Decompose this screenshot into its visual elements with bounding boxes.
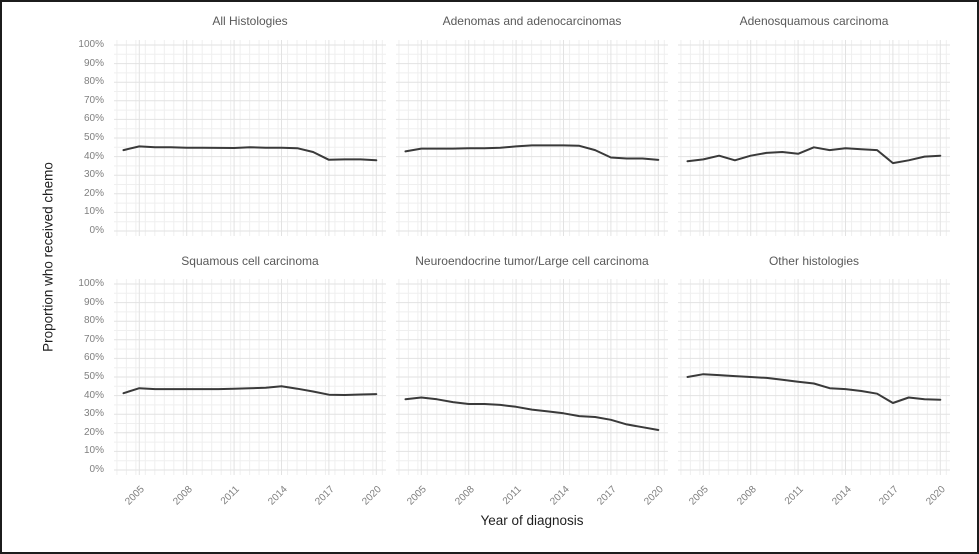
y-tick-label: 100%	[78, 39, 104, 50]
facet-title-all-histologies: All Histologies	[212, 14, 288, 28]
panel-plot-neuroendocrine	[396, 279, 668, 475]
y-tick-label: 70%	[83, 94, 104, 106]
gridlines-major	[396, 40, 668, 236]
gridlines-major	[396, 279, 668, 475]
x-tick-label: 2008	[170, 484, 195, 508]
y-tick-label: 20%	[83, 187, 104, 199]
proportion-trend-line	[686, 373, 942, 404]
x-tick-label: 2011	[782, 484, 806, 507]
x-tick-label: 2017	[313, 484, 337, 508]
gridlines-major	[678, 40, 950, 236]
y-tick-label: 40%	[83, 389, 104, 401]
x-tick-label: 2020	[642, 484, 667, 508]
y-tick-label: 10%	[83, 445, 104, 457]
y-axis-title: Proportion who received chemo	[40, 162, 56, 352]
y-axis-tick-labels-top-row: 0% 10% 20% 30% 40% 50% 60% 70% 80% 90% 100%	[60, 39, 108, 236]
y-tick-label: 70%	[83, 333, 104, 345]
y-tick-label: 90%	[83, 296, 104, 308]
x-tick-label: 2011	[500, 484, 524, 507]
proportion-trend-line	[404, 396, 660, 431]
panel-plot-squamous	[114, 279, 386, 475]
x-tick-label: 2014	[265, 484, 290, 508]
x-tick-label: 2011	[218, 484, 242, 507]
facet-title-other: Other histologies	[768, 254, 860, 268]
y-tick-label: 0%	[89, 464, 104, 475]
y-tick-label: 80%	[83, 76, 104, 88]
x-tick-label: 2017	[595, 484, 619, 508]
x-axis-tick-labels-col2: 2005 2008 2011 2014 2017 2020	[396, 476, 668, 518]
x-tick-label: 2020	[924, 484, 949, 508]
gridlines-major	[678, 279, 950, 475]
facet-title-adenomas: Adenomas and adenocarcinomas	[442, 14, 622, 28]
y-tick-label: 100%	[78, 278, 104, 289]
x-tick-label: 2008	[734, 484, 759, 508]
proportion-trend-line	[122, 385, 378, 396]
proportion-trend-line	[404, 144, 660, 161]
x-tick-label: 2014	[829, 484, 854, 508]
y-axis-tick-labels-bottom-row: 0% 10% 20% 30% 40% 50% 60% 70% 80% 90% 100%	[60, 278, 108, 475]
proportion-trend-line	[686, 146, 942, 165]
x-axis-title: Year of diagnosis	[480, 513, 584, 528]
y-tick-label: 10%	[83, 206, 104, 218]
x-tick-label: 2005	[687, 484, 712, 508]
x-tick-label: 2014	[547, 484, 572, 508]
y-tick-label: 40%	[83, 150, 104, 162]
y-tick-label: 20%	[83, 426, 104, 438]
y-tick-label: 0%	[89, 225, 104, 236]
y-tick-label: 60%	[83, 113, 104, 125]
y-tick-label: 60%	[83, 352, 104, 364]
x-axis-tick-labels-col3: 2005 2008 2011 2014 2017 2020	[678, 476, 950, 518]
proportion-trend-line	[122, 145, 378, 162]
panel-plot-all-histologies	[114, 40, 386, 236]
facet-title-adenosquamous: Adenosquamous carcinoma	[739, 14, 889, 28]
x-tick-label: 2020	[360, 484, 385, 508]
y-tick-label: 30%	[83, 408, 104, 420]
panel-plot-adenosquamous	[678, 40, 950, 236]
gridlines-major	[114, 40, 386, 236]
facet-title-squamous: Squamous cell carcinoma	[181, 254, 319, 268]
y-tick-label: 90%	[83, 57, 104, 69]
x-tick-label: 2017	[877, 484, 901, 508]
panel-plot-other	[678, 279, 950, 475]
y-tick-label: 80%	[83, 315, 104, 327]
panel-plot-adenomas	[396, 40, 668, 236]
y-tick-label: 50%	[83, 371, 104, 382]
facet-title-neuroendocrine: Neuroendocrine tumor/Large cell carcinom…	[415, 254, 649, 268]
y-tick-label: 30%	[83, 169, 104, 181]
y-tick-label: 50%	[83, 132, 104, 143]
x-tick-label: 2008	[452, 484, 477, 508]
x-axis-tick-labels-col1: 2005 2008 2011 2014 2017 2020	[114, 476, 386, 518]
x-tick-label: 2005	[123, 484, 148, 508]
x-tick-label: 2005	[405, 484, 430, 508]
